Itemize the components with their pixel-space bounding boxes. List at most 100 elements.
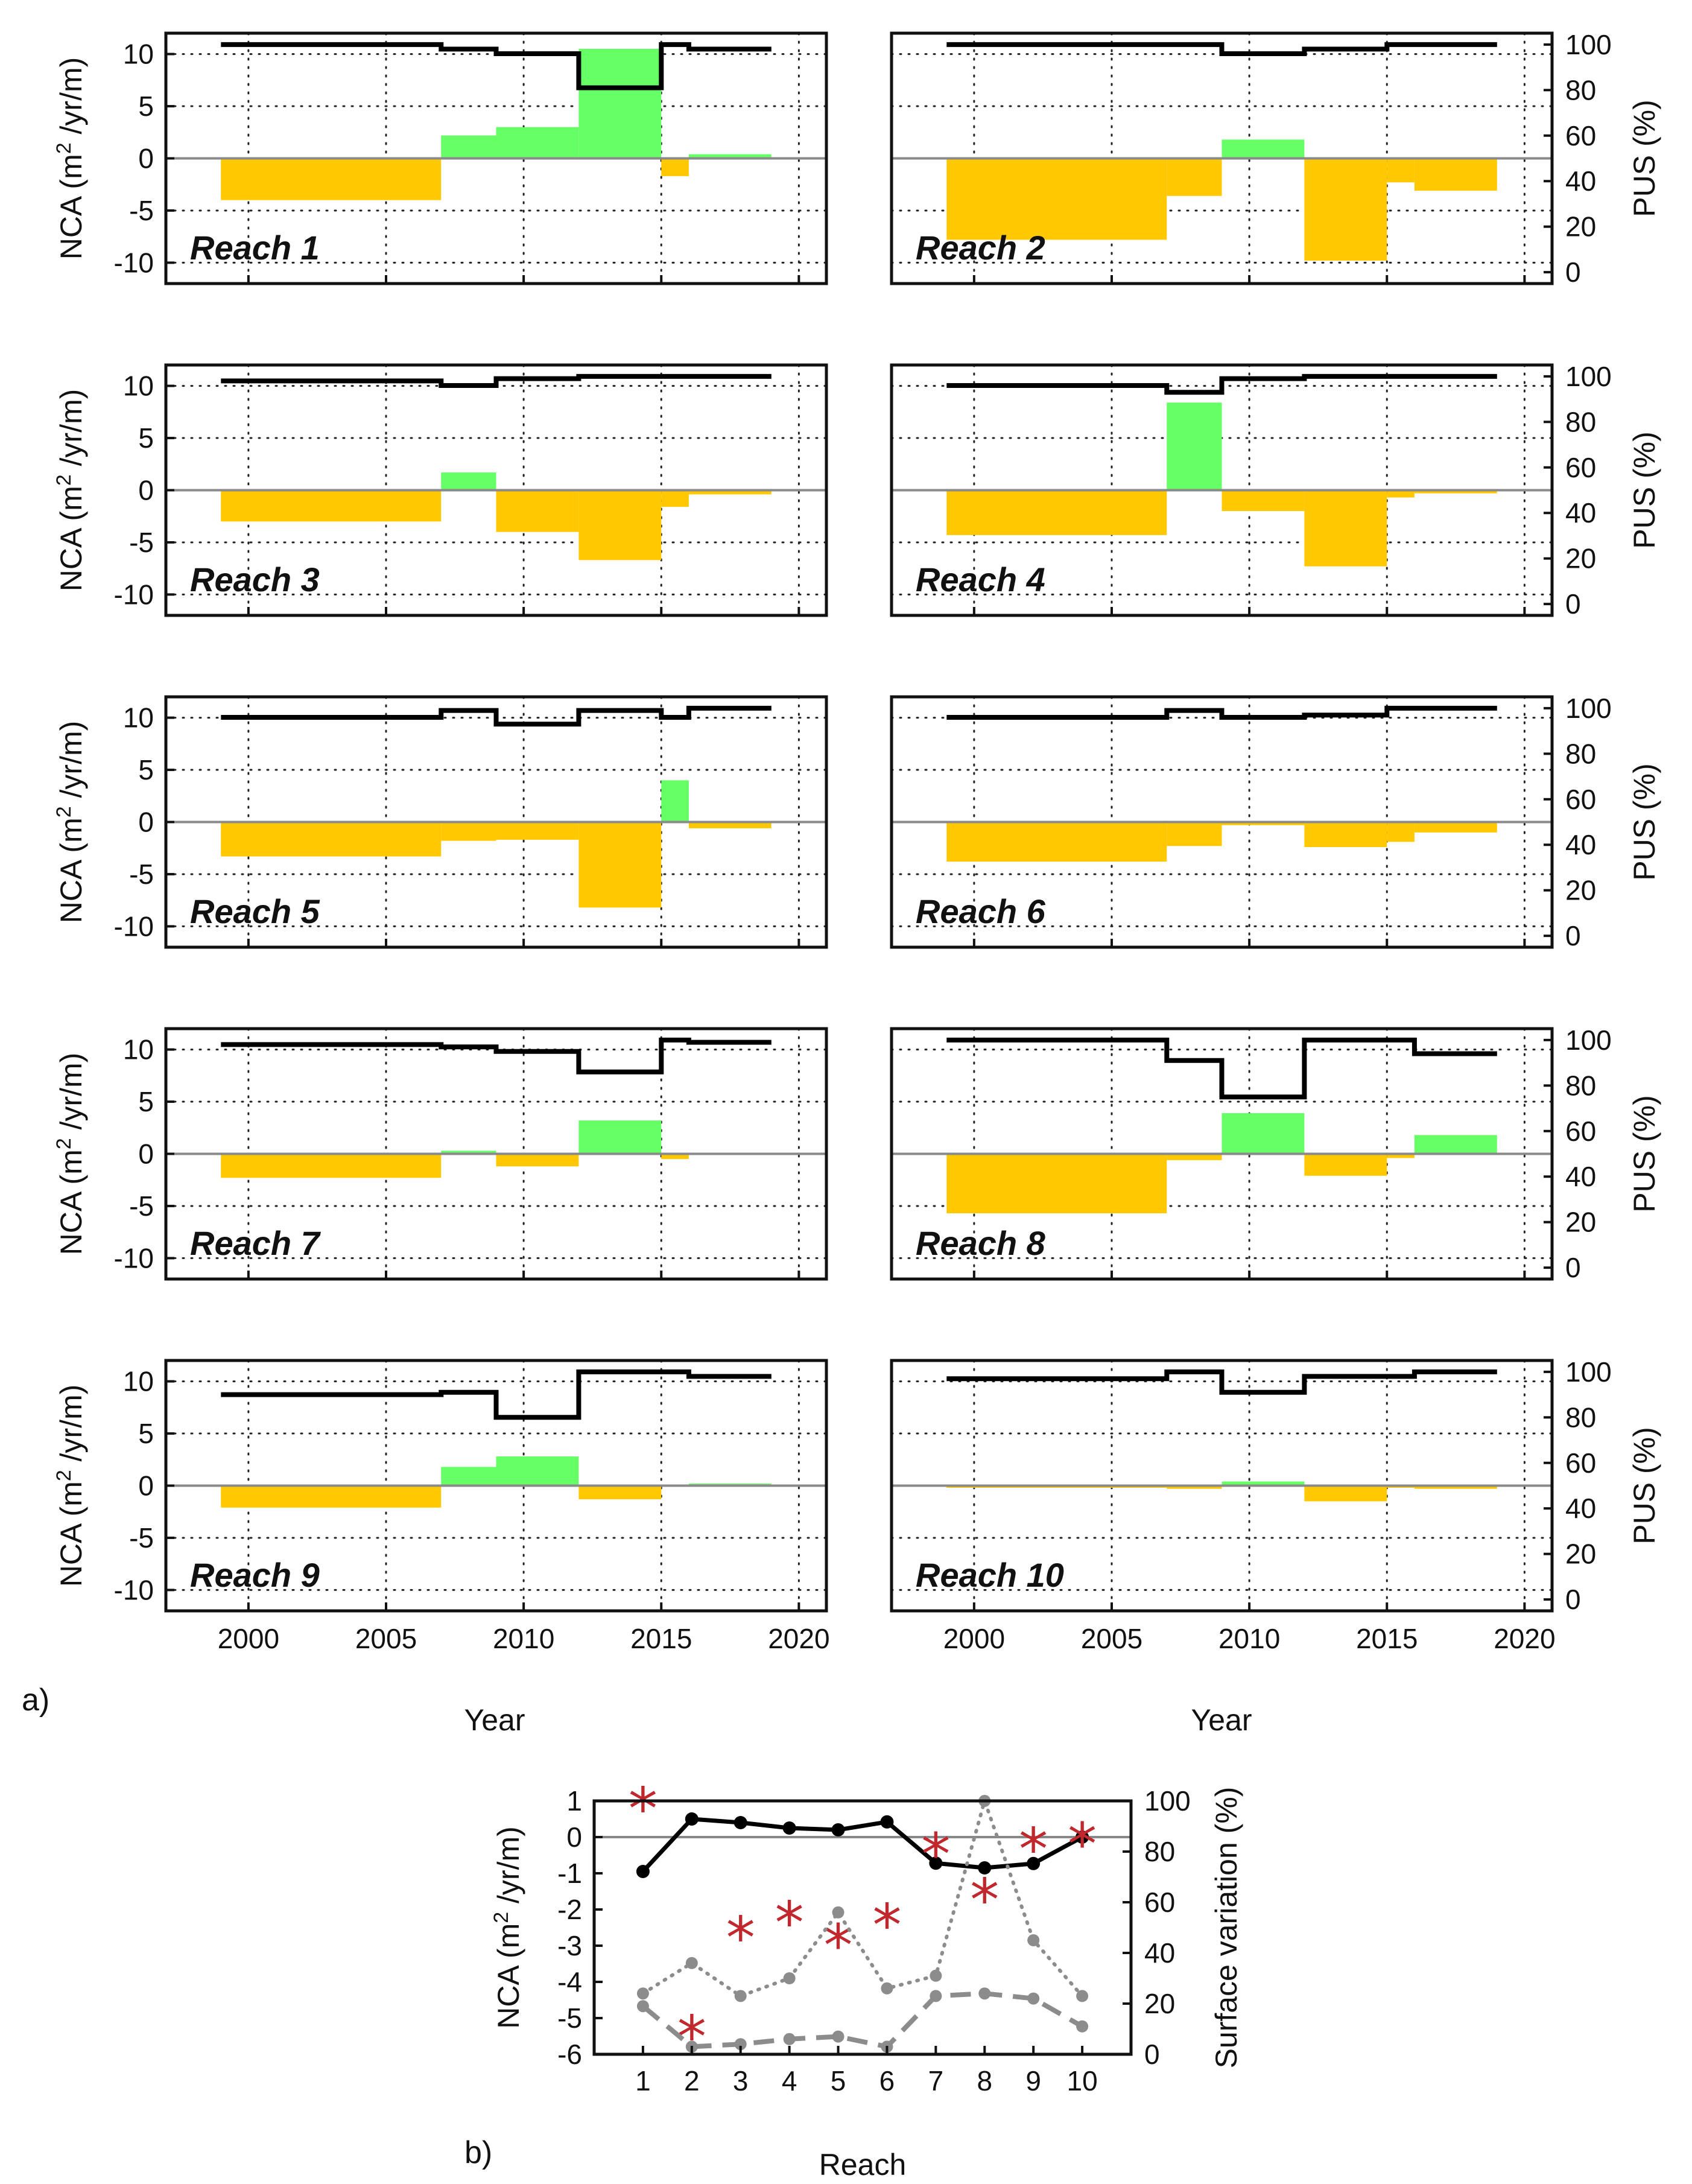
ylabel-tail: /yr/m) [54, 1053, 88, 1138]
ylabel-nca: NCA (m2 /yr/m) [52, 57, 88, 260]
ytick-label: 0 [138, 807, 154, 838]
ytick-label-b-right: 80 [1144, 1836, 1175, 1867]
nca-bar [1387, 158, 1415, 183]
nca-bar [221, 490, 442, 522]
nca-bar [1304, 1485, 1387, 1502]
ylabel-pus: PUS (%) [1627, 1427, 1661, 1544]
ytick-label: 10 [123, 39, 154, 70]
panel-reach-6: Reach 6 100 80 60 40 20 0 PUS (%) [890, 693, 1661, 951]
ytick-label-b: 0 [566, 1821, 582, 1853]
pus-line [221, 705, 772, 727]
ytick-label-b: -4 [557, 1966, 582, 1998]
axes-frame [890, 31, 1554, 285]
xtick-label: 2005 [1081, 1623, 1142, 1654]
ytick-label-right: 0 [1565, 256, 1581, 288]
nca-bar [221, 1154, 442, 1178]
nca-bar [1167, 402, 1222, 490]
nca-bar [688, 490, 772, 495]
series-point [1076, 2020, 1089, 2033]
nca-bar [1304, 822, 1387, 847]
nca-bar [1414, 158, 1497, 191]
nca-bar [1304, 158, 1387, 261]
ytick-label-right: 40 [1565, 1161, 1596, 1192]
nca-bar [1414, 822, 1497, 833]
star-marker: * [726, 1905, 755, 1972]
ytick-label: -5 [129, 859, 154, 890]
ytick-label-right: 20 [1565, 543, 1596, 574]
xtick-label: 2010 [493, 1623, 554, 1654]
series-point [636, 2000, 649, 2013]
ytick-label-right: 40 [1565, 829, 1596, 860]
ytick-label: 5 [138, 1418, 154, 1449]
xtick-label-b: 3 [733, 2065, 749, 2097]
xtick-label: 2015 [630, 1623, 692, 1654]
series-point [783, 1972, 796, 1984]
reach-title: Reach 9 [190, 1556, 320, 1594]
ylabel-sup: 2 [52, 806, 75, 817]
pus-line [946, 1369, 1497, 1395]
ylabel-tail: /yr/m) [54, 721, 88, 807]
ylabel-sup: 2 [52, 142, 75, 154]
nca-bar [441, 1467, 496, 1486]
ytick-label-right: 20 [1565, 875, 1596, 906]
ytick-label-b: -2 [557, 1894, 582, 1925]
nca-bar [1387, 822, 1415, 842]
ytick-label-right: 20 [1565, 1538, 1596, 1570]
ytick-label-right: 0 [1565, 1252, 1581, 1283]
nca-bar [661, 158, 689, 176]
ytick-label-right: 20 [1565, 1207, 1596, 1238]
nca-bar [496, 1456, 579, 1486]
nca-bar [496, 490, 579, 532]
nca-bar [1414, 1485, 1497, 1489]
series-line [641, 1991, 1084, 2049]
xtick-label-b: 5 [831, 2065, 846, 2097]
ytick-label: 5 [138, 754, 154, 786]
ytick-label-b: -3 [557, 1930, 582, 1961]
ytick-label: 10 [123, 702, 154, 734]
xlabel-a-right: Year [1191, 1703, 1252, 1737]
nca-bar [946, 1154, 1167, 1214]
xtick-label: 2020 [1494, 1623, 1555, 1654]
ytick-label-right: 0 [1565, 920, 1581, 951]
ytick-label-right: 100 [1565, 693, 1612, 724]
nca-bar [1387, 1154, 1415, 1158]
ytick-label-right: 80 [1565, 1402, 1596, 1433]
ytick-label-right: 80 [1565, 738, 1596, 769]
ylabel-tail-b: /yr/m) [492, 1826, 525, 1912]
ylabel-tail: /yr/m) [54, 1385, 88, 1470]
ytick-label-right: 20 [1565, 211, 1596, 243]
nca-bar [1221, 490, 1305, 512]
nca-bar [496, 822, 579, 840]
ylabel-pus: PUS (%) [1627, 1095, 1661, 1212]
series-point [783, 2033, 796, 2045]
ytick-label-right: 100 [1565, 29, 1612, 60]
ytick-label-right: 60 [1565, 1447, 1596, 1479]
panel-reach-5: Reach 5 10 5 0 -5 -10 NCA (m2 /yr/m) [52, 695, 828, 949]
series-point [1027, 1856, 1041, 1870]
ytick-label-right: 100 [1565, 1024, 1612, 1056]
nca-bar [1221, 1481, 1305, 1486]
ytick-label-right: 60 [1565, 120, 1596, 151]
axes-frame [890, 1027, 1554, 1281]
series-point [831, 1823, 845, 1836]
series-point [832, 2030, 844, 2043]
ytick-label-b-right: 100 [1144, 1785, 1191, 1817]
xtick-label-b: 4 [782, 2065, 797, 2097]
nca-bar [578, 48, 662, 159]
ytick-label: 0 [138, 1138, 154, 1170]
ytick-label-b: -1 [557, 1858, 582, 1889]
nca-bar [221, 158, 442, 200]
panel-b-label: b) [464, 2135, 492, 2170]
nca-bar [1414, 1135, 1497, 1154]
reach-title: Reach 4 [916, 560, 1045, 598]
star-marker: * [824, 1912, 853, 1979]
reach-title: Reach 3 [190, 560, 320, 598]
star-marker: * [1019, 1816, 1048, 1884]
ytick-label: -5 [129, 1190, 154, 1222]
xtick-label: 2020 [768, 1623, 829, 1654]
reach-title: Reach 6 [916, 892, 1046, 930]
ytick-label-right: 40 [1565, 497, 1596, 529]
panel-reach-7: Reach 7 10 5 0 -5 -10 NCA (m2 /yr/m) [52, 1027, 828, 1281]
ytick-label-right: 80 [1565, 1070, 1596, 1101]
